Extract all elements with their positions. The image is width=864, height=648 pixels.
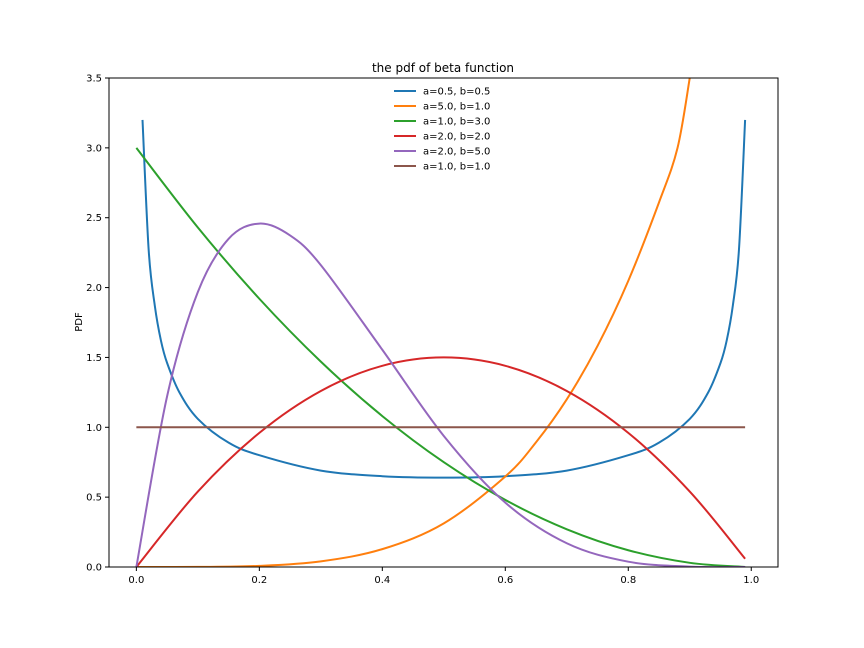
y-axis-title: PDF: [74, 312, 85, 332]
legend-label-3: a=1.0, b=3.0: [423, 117, 490, 128]
y-tick-label: 1.0: [86, 423, 102, 434]
series-line-5: [135, 222, 746, 567]
legend-label-1: a=0.5, b=0.5: [423, 87, 490, 98]
y-tick-label: 1.5: [86, 353, 102, 364]
series-line-2: [136, 78, 691, 567]
series-line-3: [135, 147, 746, 567]
y-tick-label: 3.5: [86, 74, 102, 85]
y-tick-label: 2.5: [86, 213, 102, 224]
legend-label-5: a=2.0, b=5.0: [423, 147, 490, 158]
x-tick-label: 0.0: [128, 575, 144, 586]
series-line-4: [135, 356, 746, 567]
y-tick-label: 2.0: [86, 283, 102, 294]
axes-layer: 0.0 0.2 0.4 0.6 0.8 1.0 0.0 0.5 1.0 1.5 2.0 2.5 3.0 3…: [86, 74, 779, 586]
y-tick-label: 0.5: [86, 493, 102, 504]
x-tick-label: 0.4: [374, 575, 390, 586]
series-line-1: [141, 119, 747, 479]
x-tick-label: 0.6: [497, 575, 513, 586]
legend-label-6: a=1.0, b=1.0: [423, 162, 490, 173]
series-layer: [135, 78, 747, 567]
y-tick-label: 3.0: [86, 143, 102, 154]
x-tick-label: 0.8: [620, 575, 636, 586]
chart-title: the pdf of beta function: [372, 61, 514, 75]
y-tick-label: 0.0: [86, 563, 102, 574]
legend-label-2: a=5.0, b=1.0: [423, 102, 490, 113]
plot-frame: [108, 77, 779, 568]
legend: a=0.5, b=0.5 a=5.0, b=1.0 a=1.0, b=3.0 a=2.…: [394, 87, 490, 173]
legend-label-4: a=2.0, b=2.0: [423, 132, 490, 143]
x-tick-label: 1.0: [743, 575, 759, 586]
x-tick-label: 0.2: [251, 575, 267, 586]
